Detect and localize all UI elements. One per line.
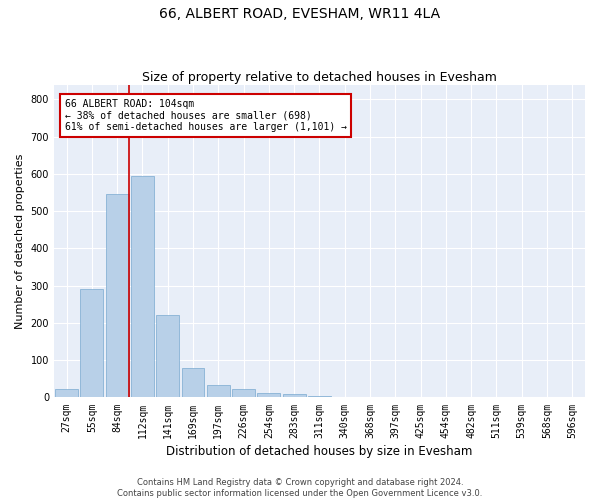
Bar (257, 393, 280, 398)
Text: 66 ALBERT ROAD: 104sqm
← 38% of detached houses are smaller (698)
61% of semi-de: 66 ALBERT ROAD: 104sqm ← 38% of detached… (65, 98, 347, 132)
Text: 66, ALBERT ROAD, EVESHAM, WR11 4LA: 66, ALBERT ROAD, EVESHAM, WR11 4LA (160, 8, 440, 22)
Title: Size of property relative to detached houses in Evesham: Size of property relative to detached ho… (142, 72, 497, 85)
Bar (55, 389, 78, 398)
Bar (283, 394, 305, 398)
Bar (207, 385, 230, 398)
Bar (232, 389, 255, 398)
Bar (106, 194, 128, 398)
Bar (131, 176, 154, 398)
Bar (80, 290, 103, 398)
Bar (182, 368, 205, 398)
Text: Contains HM Land Registry data © Crown copyright and database right 2024.
Contai: Contains HM Land Registry data © Crown c… (118, 478, 482, 498)
Y-axis label: Number of detached properties: Number of detached properties (15, 154, 25, 328)
Bar (157, 314, 179, 398)
Bar (308, 396, 331, 398)
X-axis label: Distribution of detached houses by size in Evesham: Distribution of detached houses by size … (166, 444, 473, 458)
